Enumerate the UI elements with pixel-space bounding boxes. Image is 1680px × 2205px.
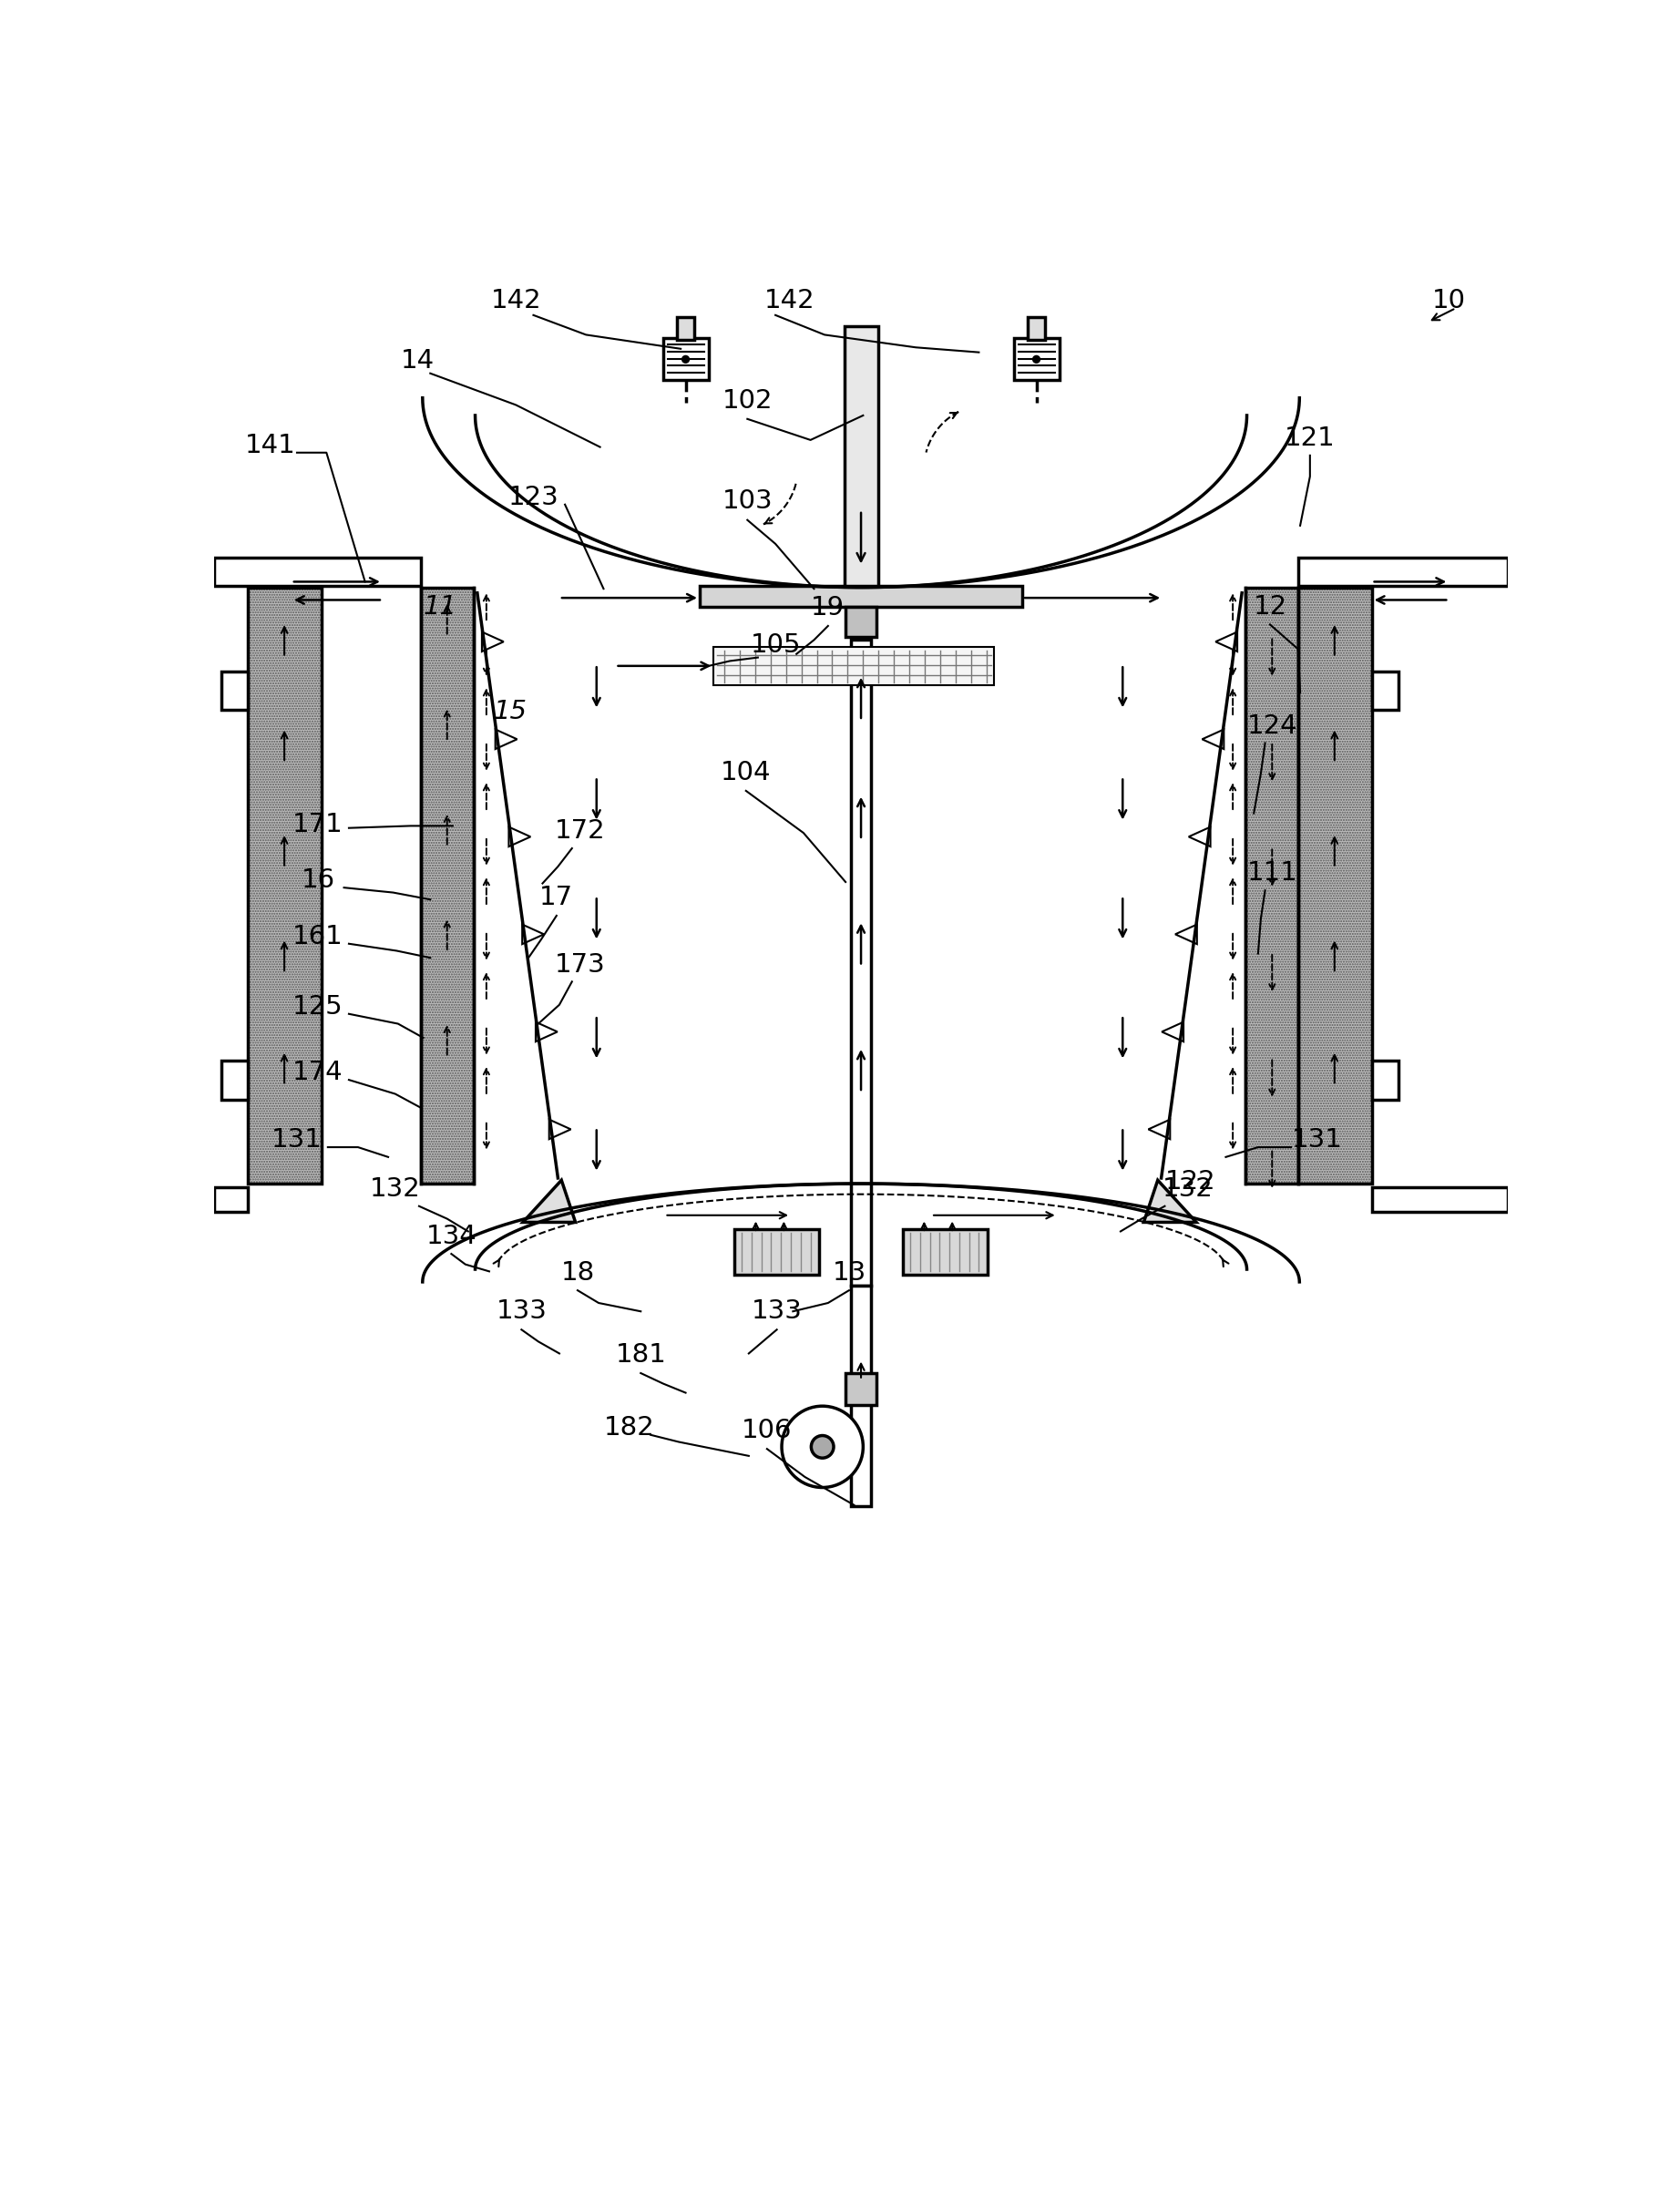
- Bar: [1028, 318, 1045, 340]
- Text: 17: 17: [539, 884, 573, 911]
- Bar: [699, 587, 1023, 606]
- Text: 124: 124: [1247, 712, 1297, 739]
- Text: 111: 111: [1247, 860, 1297, 886]
- Text: 142: 142: [764, 289, 815, 313]
- Text: 182: 182: [605, 1416, 655, 1440]
- Text: 131: 131: [272, 1127, 323, 1153]
- Text: 18: 18: [561, 1261, 595, 1286]
- Bar: [1015, 337, 1060, 379]
- Text: 131: 131: [1292, 1127, 1342, 1153]
- Bar: [734, 1228, 818, 1274]
- Bar: [215, 558, 422, 587]
- Text: 14: 14: [402, 348, 435, 375]
- Bar: [1245, 587, 1299, 1184]
- Polygon shape: [1149, 1120, 1169, 1140]
- Polygon shape: [536, 1021, 558, 1041]
- Text: 132: 132: [1163, 1175, 1213, 1202]
- Text: 103: 103: [722, 490, 773, 514]
- Text: 132: 132: [370, 1175, 420, 1202]
- Bar: [1299, 558, 1509, 587]
- Text: 123: 123: [507, 485, 559, 509]
- Text: 102: 102: [722, 388, 773, 415]
- Text: 12: 12: [1253, 593, 1287, 620]
- Text: 161: 161: [292, 924, 343, 948]
- Polygon shape: [1163, 1021, 1183, 1041]
- Text: 125: 125: [292, 994, 343, 1019]
- Bar: [677, 318, 694, 340]
- Circle shape: [811, 1435, 833, 1458]
- Bar: [1299, 587, 1371, 1184]
- Bar: [422, 587, 474, 1184]
- Polygon shape: [549, 1120, 571, 1140]
- Circle shape: [1032, 355, 1040, 364]
- Circle shape: [781, 1407, 864, 1488]
- Text: 173: 173: [554, 953, 606, 977]
- Polygon shape: [509, 827, 531, 847]
- Bar: [1371, 1061, 1398, 1100]
- Bar: [845, 1374, 877, 1405]
- Circle shape: [682, 355, 690, 364]
- Bar: [1371, 1186, 1509, 1213]
- Text: 121: 121: [1285, 426, 1336, 452]
- Bar: [1371, 673, 1398, 710]
- Bar: [215, 1186, 249, 1213]
- Text: 172: 172: [554, 818, 606, 845]
- Polygon shape: [496, 730, 517, 750]
- Text: 122: 122: [1166, 1169, 1216, 1195]
- Bar: [222, 673, 249, 710]
- Text: 134: 134: [427, 1224, 477, 1248]
- Polygon shape: [522, 1180, 576, 1222]
- Bar: [852, 639, 870, 1286]
- Text: 19: 19: [811, 595, 845, 622]
- Bar: [422, 587, 474, 1184]
- Bar: [249, 587, 321, 1184]
- Bar: [714, 646, 995, 686]
- Text: 106: 106: [741, 1418, 793, 1442]
- Text: 105: 105: [751, 633, 801, 657]
- Polygon shape: [1203, 730, 1223, 750]
- Bar: [1299, 587, 1371, 1184]
- Text: 141: 141: [245, 432, 296, 459]
- Text: 171: 171: [292, 811, 343, 838]
- Polygon shape: [1144, 1180, 1196, 1222]
- Polygon shape: [1189, 827, 1210, 847]
- Text: 11: 11: [423, 593, 457, 620]
- Text: 104: 104: [721, 761, 771, 785]
- Text: 142: 142: [491, 289, 541, 313]
- Text: 10: 10: [1431, 289, 1465, 313]
- Text: 15: 15: [494, 699, 528, 725]
- Polygon shape: [522, 924, 544, 944]
- Text: 133: 133: [751, 1299, 803, 1323]
- Text: 133: 133: [496, 1299, 548, 1323]
- Polygon shape: [1216, 633, 1236, 650]
- Text: 16: 16: [301, 867, 334, 893]
- Bar: [1245, 587, 1299, 1184]
- Bar: [843, 326, 879, 591]
- Polygon shape: [1176, 924, 1196, 944]
- Text: 174: 174: [292, 1061, 343, 1085]
- Polygon shape: [482, 633, 504, 650]
- Bar: [249, 587, 321, 1184]
- Bar: [845, 606, 877, 637]
- Text: 181: 181: [615, 1343, 667, 1367]
- Text: 13: 13: [832, 1261, 867, 1286]
- Bar: [222, 1061, 249, 1100]
- Bar: [904, 1228, 988, 1274]
- Bar: [852, 1286, 870, 1506]
- Bar: [664, 337, 709, 379]
